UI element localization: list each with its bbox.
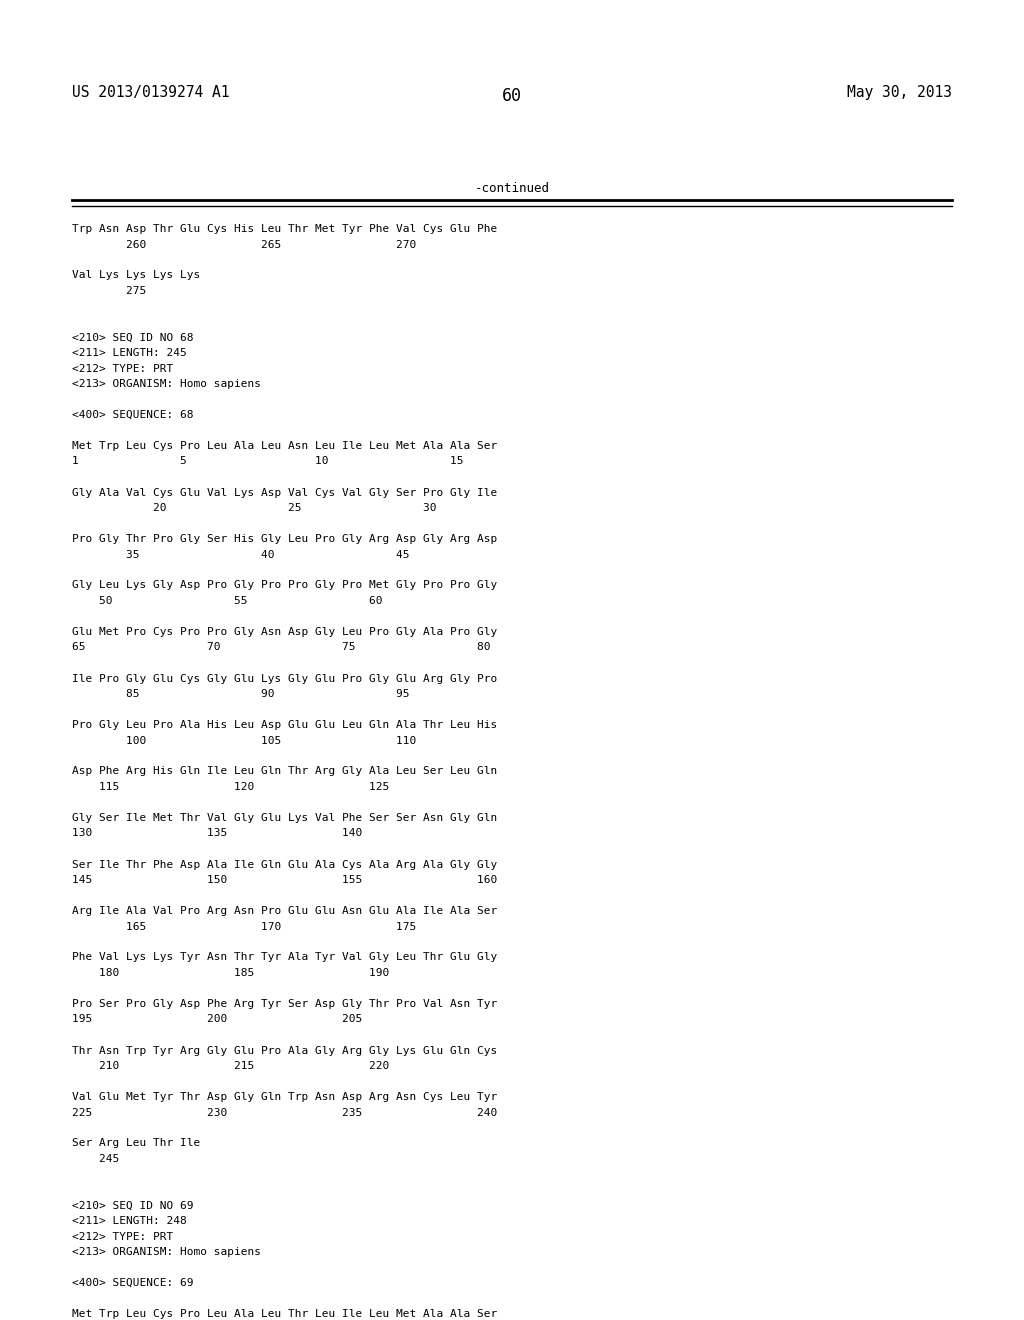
Text: Ser Arg Leu Thr Ile: Ser Arg Leu Thr Ile (72, 1138, 201, 1148)
Text: Val Lys Lys Lys Lys: Val Lys Lys Lys Lys (72, 271, 201, 281)
Text: 275: 275 (72, 286, 146, 296)
Text: Met Trp Leu Cys Pro Leu Ala Leu Thr Leu Ile Leu Met Ala Ala Ser: Met Trp Leu Cys Pro Leu Ala Leu Thr Leu … (72, 1309, 498, 1319)
Text: 65                  70                  75                  80: 65 70 75 80 (72, 643, 490, 652)
Text: 245: 245 (72, 1154, 119, 1164)
Text: Val Glu Met Tyr Thr Asp Gly Gln Trp Asn Asp Arg Asn Cys Leu Tyr: Val Glu Met Tyr Thr Asp Gly Gln Trp Asn … (72, 1092, 498, 1102)
Text: Arg Ile Ala Val Pro Arg Asn Pro Glu Glu Asn Glu Ala Ile Ala Ser: Arg Ile Ala Val Pro Arg Asn Pro Glu Glu … (72, 906, 498, 916)
Text: 130                 135                 140: 130 135 140 (72, 829, 362, 838)
Text: May 30, 2013: May 30, 2013 (847, 84, 952, 100)
Text: 85                  90                  95: 85 90 95 (72, 689, 410, 700)
Text: Trp Asn Asp Thr Glu Cys His Leu Thr Met Tyr Phe Val Cys Glu Phe: Trp Asn Asp Thr Glu Cys His Leu Thr Met … (72, 224, 498, 234)
Text: Pro Gly Thr Pro Gly Ser His Gly Leu Pro Gly Arg Asp Gly Arg Asp: Pro Gly Thr Pro Gly Ser His Gly Leu Pro … (72, 535, 498, 544)
Text: 115                 120                 125: 115 120 125 (72, 781, 389, 792)
Text: <400> SEQUENCE: 69: <400> SEQUENCE: 69 (72, 1278, 194, 1288)
Text: US 2013/0139274 A1: US 2013/0139274 A1 (72, 84, 229, 100)
Text: <210> SEQ ID NO 68: <210> SEQ ID NO 68 (72, 333, 194, 342)
Text: Thr Asn Trp Tyr Arg Gly Glu Pro Ala Gly Arg Gly Lys Glu Gln Cys: Thr Asn Trp Tyr Arg Gly Glu Pro Ala Gly … (72, 1045, 498, 1056)
Text: Ile Pro Gly Glu Cys Gly Glu Lys Gly Glu Pro Gly Glu Arg Gly Pro: Ile Pro Gly Glu Cys Gly Glu Lys Gly Glu … (72, 673, 498, 684)
Text: 210                 215                 220: 210 215 220 (72, 1061, 389, 1071)
Text: Gly Ala Val Cys Glu Val Lys Asp Val Cys Val Gly Ser Pro Gly Ile: Gly Ala Val Cys Glu Val Lys Asp Val Cys … (72, 487, 498, 498)
Text: -continued: -continued (474, 182, 550, 195)
Text: <400> SEQUENCE: 68: <400> SEQUENCE: 68 (72, 411, 194, 420)
Text: 225                 230                 235                 240: 225 230 235 240 (72, 1107, 498, 1118)
Text: Asp Phe Arg His Gln Ile Leu Gln Thr Arg Gly Ala Leu Ser Leu Gln: Asp Phe Arg His Gln Ile Leu Gln Thr Arg … (72, 767, 498, 776)
Text: 180                 185                 190: 180 185 190 (72, 968, 389, 978)
Text: 165                 170                 175: 165 170 175 (72, 921, 416, 932)
Text: <212> TYPE: PRT: <212> TYPE: PRT (72, 1232, 173, 1242)
Text: 260                 265                 270: 260 265 270 (72, 239, 416, 249)
Text: Ser Ile Thr Phe Asp Ala Ile Gln Glu Ala Cys Ala Arg Ala Gly Gly: Ser Ile Thr Phe Asp Ala Ile Gln Glu Ala … (72, 859, 498, 870)
Text: Met Trp Leu Cys Pro Leu Ala Leu Asn Leu Ile Leu Met Ala Ala Ser: Met Trp Leu Cys Pro Leu Ala Leu Asn Leu … (72, 441, 498, 451)
Text: <212> TYPE: PRT: <212> TYPE: PRT (72, 363, 173, 374)
Text: <213> ORGANISM: Homo sapiens: <213> ORGANISM: Homo sapiens (72, 379, 261, 389)
Text: 60: 60 (502, 87, 522, 106)
Text: Gly Ser Ile Met Thr Val Gly Glu Lys Val Phe Ser Ser Asn Gly Gln: Gly Ser Ile Met Thr Val Gly Glu Lys Val … (72, 813, 498, 822)
Text: Glu Met Pro Cys Pro Pro Gly Asn Asp Gly Leu Pro Gly Ala Pro Gly: Glu Met Pro Cys Pro Pro Gly Asn Asp Gly … (72, 627, 498, 638)
Text: <211> LENGTH: 248: <211> LENGTH: 248 (72, 1216, 186, 1226)
Text: Pro Gly Leu Pro Ala His Leu Asp Glu Glu Leu Gln Ala Thr Leu His: Pro Gly Leu Pro Ala His Leu Asp Glu Glu … (72, 719, 498, 730)
Text: <211> LENGTH: 245: <211> LENGTH: 245 (72, 348, 186, 358)
Text: Gly Leu Lys Gly Asp Pro Gly Pro Pro Gly Pro Met Gly Pro Pro Gly: Gly Leu Lys Gly Asp Pro Gly Pro Pro Gly … (72, 581, 498, 590)
Text: 20                  25                  30: 20 25 30 (72, 503, 436, 513)
Text: 195                 200                 205: 195 200 205 (72, 1015, 362, 1024)
Text: 50                  55                  60: 50 55 60 (72, 597, 383, 606)
Text: 1               5                   10                  15: 1 5 10 15 (72, 457, 464, 466)
Text: 100                 105                 110: 100 105 110 (72, 735, 416, 746)
Text: 145                 150                 155                 160: 145 150 155 160 (72, 875, 498, 884)
Text: Pro Ser Pro Gly Asp Phe Arg Tyr Ser Asp Gly Thr Pro Val Asn Tyr: Pro Ser Pro Gly Asp Phe Arg Tyr Ser Asp … (72, 999, 498, 1008)
Text: <213> ORGANISM: Homo sapiens: <213> ORGANISM: Homo sapiens (72, 1247, 261, 1257)
Text: <210> SEQ ID NO 69: <210> SEQ ID NO 69 (72, 1200, 194, 1210)
Text: Phe Val Lys Lys Tyr Asn Thr Tyr Ala Tyr Val Gly Leu Thr Glu Gly: Phe Val Lys Lys Tyr Asn Thr Tyr Ala Tyr … (72, 953, 498, 962)
Text: 35                  40                  45: 35 40 45 (72, 549, 410, 560)
